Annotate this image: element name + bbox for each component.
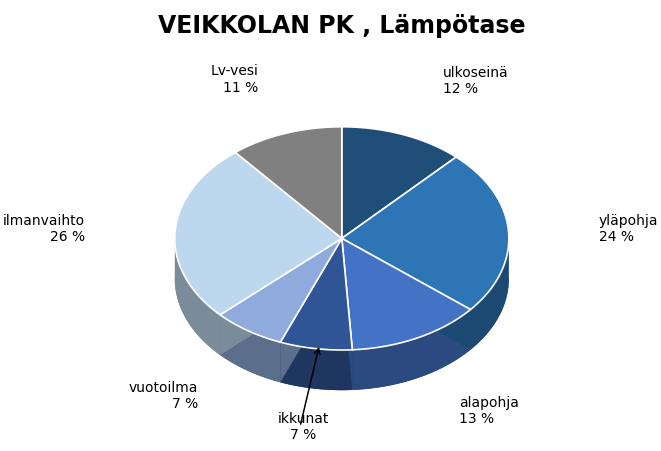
Text: ulkoseinä
12 %: ulkoseinä 12 % — [443, 66, 508, 96]
Polygon shape — [342, 239, 352, 390]
Text: ilmanvaihto
26 %: ilmanvaihto 26 % — [3, 213, 85, 244]
Polygon shape — [342, 239, 471, 350]
Text: VEIKKOLAN PK , Lämpötase: VEIKKOLAN PK , Lämpötase — [158, 14, 525, 38]
Polygon shape — [280, 279, 352, 390]
Polygon shape — [280, 239, 342, 382]
Polygon shape — [342, 128, 456, 239]
Polygon shape — [175, 239, 220, 355]
Polygon shape — [220, 315, 280, 382]
Polygon shape — [220, 239, 342, 355]
Polygon shape — [280, 239, 342, 382]
Polygon shape — [280, 342, 352, 390]
Polygon shape — [175, 153, 342, 315]
Text: yläpohja
24 %: yläpohja 24 % — [599, 213, 658, 244]
Polygon shape — [352, 310, 471, 390]
Polygon shape — [342, 239, 352, 390]
Text: Lv-vesi
11 %: Lv-vesi 11 % — [210, 64, 258, 94]
Polygon shape — [342, 278, 509, 350]
Polygon shape — [220, 239, 342, 342]
Polygon shape — [471, 238, 509, 350]
Polygon shape — [175, 279, 342, 355]
Polygon shape — [220, 279, 342, 382]
Polygon shape — [342, 158, 509, 310]
Polygon shape — [235, 128, 342, 239]
Text: ikkunat
7 %: ikkunat 7 % — [278, 411, 329, 441]
Polygon shape — [220, 239, 342, 355]
Polygon shape — [342, 279, 471, 390]
Text: vuotoilma
7 %: vuotoilma 7 % — [128, 380, 198, 410]
Polygon shape — [342, 239, 471, 350]
Polygon shape — [342, 239, 471, 350]
Text: alapohja
13 %: alapohja 13 % — [459, 395, 519, 425]
Polygon shape — [280, 239, 352, 350]
